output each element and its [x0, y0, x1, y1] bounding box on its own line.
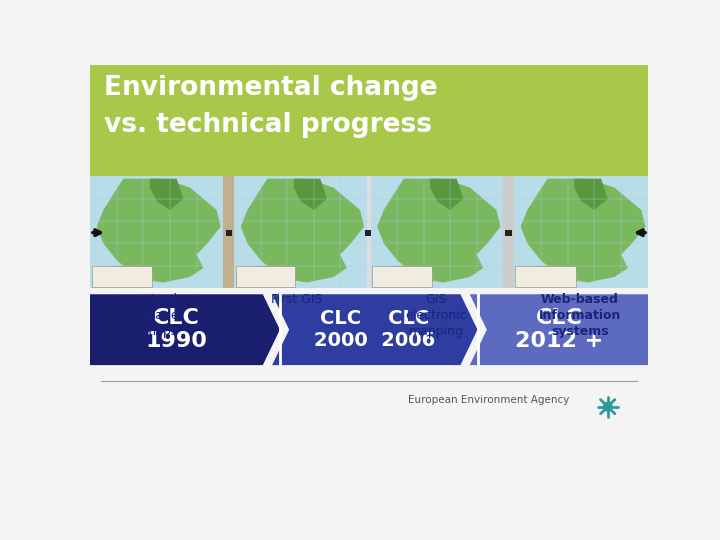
Polygon shape — [240, 179, 364, 282]
Text: European Environment Agency: European Environment Agency — [408, 395, 569, 405]
Polygon shape — [150, 179, 184, 210]
Polygon shape — [96, 179, 220, 282]
Bar — [90, 177, 223, 288]
Polygon shape — [294, 179, 327, 210]
Bar — [235, 266, 295, 287]
Text: CLC
1990: CLC 1990 — [146, 308, 208, 352]
Bar — [505, 230, 512, 236]
Polygon shape — [110, 266, 143, 282]
Text: First GIS: First GIS — [271, 293, 323, 306]
Text: Environmental change: Environmental change — [104, 75, 438, 101]
Polygon shape — [534, 266, 567, 282]
Bar — [366, 177, 371, 288]
Bar — [91, 266, 151, 287]
Text: vs. technical progress: vs. technical progress — [104, 112, 432, 138]
Polygon shape — [521, 179, 645, 282]
Bar — [371, 177, 503, 288]
Bar — [223, 177, 234, 288]
Bar — [503, 177, 514, 288]
Text: Hand
made
maps: Hand made maps — [143, 293, 179, 338]
Polygon shape — [430, 179, 463, 210]
Bar — [516, 266, 576, 287]
Bar — [365, 230, 372, 236]
Bar — [90, 65, 648, 177]
Text: CLC
2012 +: CLC 2012 + — [515, 308, 603, 352]
Bar — [514, 177, 648, 288]
Polygon shape — [390, 266, 423, 282]
Text: CLC    CLC
2000  2006: CLC CLC 2000 2006 — [314, 309, 435, 350]
Bar — [234, 177, 366, 288]
Polygon shape — [575, 179, 608, 210]
Polygon shape — [272, 294, 477, 365]
Polygon shape — [254, 266, 287, 282]
Text: Web-based
Information
systems: Web-based Information systems — [539, 293, 621, 338]
Bar — [225, 230, 232, 236]
Polygon shape — [469, 294, 648, 365]
Text: GIS
electronic
mapping: GIS electronic mapping — [405, 293, 467, 338]
Polygon shape — [377, 179, 500, 282]
Polygon shape — [90, 294, 280, 365]
Bar — [372, 266, 432, 287]
